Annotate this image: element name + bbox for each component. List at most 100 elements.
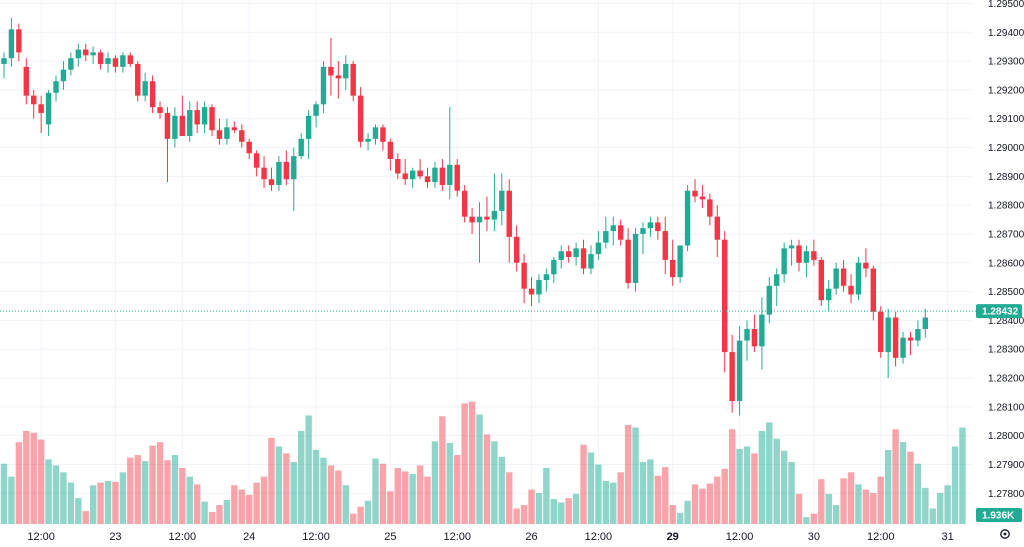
candle[interactable] [350,61,356,102]
candle[interactable] [580,239,587,275]
candle[interactable] [179,95,186,136]
candle[interactable] [684,184,691,252]
candle[interactable] [157,101,163,119]
candle[interactable] [447,107,453,200]
candle[interactable] [335,61,342,99]
candle[interactable] [476,202,483,263]
candle[interactable] [439,159,446,191]
candle[interactable] [840,259,847,292]
candle[interactable] [365,133,371,151]
candle[interactable] [729,334,735,413]
candle[interactable] [722,231,728,373]
candle[interactable] [23,58,29,105]
candle[interactable] [395,153,401,180]
candle[interactable] [543,268,550,292]
candle[interactable] [751,314,758,353]
volume-badge[interactable]: 1.936K [976,508,1022,522]
candle[interactable] [662,216,668,275]
candle[interactable] [105,52,111,73]
candle[interactable] [172,107,178,148]
candle[interactable] [588,245,594,275]
candle[interactable] [900,331,906,364]
candle[interactable] [75,43,81,67]
candle[interactable] [291,147,297,211]
candle[interactable] [164,107,171,183]
candle[interactable] [610,216,616,246]
candle[interactable] [142,72,148,102]
candle[interactable] [506,179,512,263]
candle[interactable] [573,242,579,266]
candle[interactable] [328,38,334,96]
candle[interactable] [31,89,37,119]
candle[interactable] [759,297,765,370]
candle[interactable] [885,308,891,379]
candle[interactable] [484,196,490,232]
candle[interactable] [892,311,899,367]
candle[interactable] [774,268,780,306]
candle[interactable] [595,231,602,260]
candle[interactable] [209,104,215,136]
candle[interactable] [268,167,275,191]
candle[interactable] [112,55,119,73]
candle[interactable] [491,173,498,232]
candle[interactable] [53,75,59,102]
candle[interactable] [1,52,7,79]
candle[interactable] [796,239,802,272]
candle[interactable] [305,110,312,160]
candle[interactable] [788,239,795,266]
candle[interactable] [625,228,631,289]
candle[interactable] [528,277,535,306]
candle[interactable] [60,61,67,90]
candle[interactable] [380,124,386,151]
candle[interactable] [90,46,96,64]
candle[interactable] [276,156,282,191]
candle[interactable] [744,320,750,361]
candle[interactable] [187,101,193,142]
candle[interactable] [409,167,416,188]
candle[interactable] [922,308,929,338]
candle[interactable] [149,75,156,113]
candle[interactable] [781,242,787,283]
candle[interactable] [558,245,564,269]
candle[interactable] [97,49,104,70]
candle[interactable] [736,326,743,416]
candle[interactable] [915,320,921,347]
candle[interactable] [551,257,557,283]
candle[interactable] [878,305,884,358]
candle[interactable] [402,159,408,185]
candle[interactable] [298,133,304,160]
candle[interactable] [16,23,22,62]
candle[interactable] [424,167,431,188]
candle[interactable] [692,179,698,203]
candle[interactable] [677,245,683,283]
candle[interactable] [907,331,914,355]
candle[interactable] [863,248,869,278]
candle[interactable] [632,228,639,292]
candle[interactable] [603,216,609,249]
candle[interactable] [469,208,475,234]
candle[interactable] [640,222,646,255]
candle[interactable] [283,150,290,185]
candle[interactable] [454,159,460,197]
candle[interactable] [372,124,379,145]
candle[interactable] [432,161,438,188]
candle[interactable] [8,17,15,67]
candle[interactable] [246,138,252,160]
candle[interactable] [68,52,74,76]
candle[interactable] [461,184,468,223]
candle[interactable] [417,159,423,180]
candle[interactable] [313,101,319,128]
candle[interactable] [320,61,327,113]
candle[interactable] [45,89,52,136]
candle[interactable] [216,118,223,145]
candle[interactable] [231,121,238,134]
candle[interactable] [343,55,349,90]
candle[interactable] [670,239,676,286]
last-price-badge[interactable]: 1.28432 [976,304,1022,319]
candle[interactable] [239,124,245,148]
candle[interactable] [833,262,839,295]
candle[interactable] [536,274,542,304]
candle[interactable] [848,274,854,304]
